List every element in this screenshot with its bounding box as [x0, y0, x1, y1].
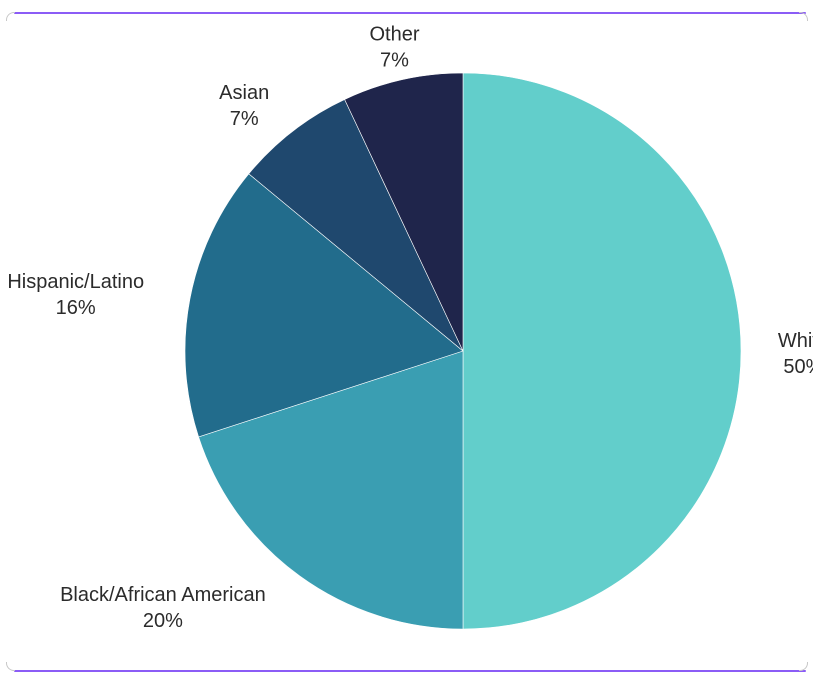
- frame-bottom-border: [14, 670, 806, 672]
- slice-value-label: 7%: [230, 108, 259, 130]
- pie-slices: [184, 72, 742, 630]
- slice-category-label: White: [778, 330, 813, 352]
- slice-value-label: 7%: [380, 49, 409, 71]
- slice-value-label: 16%: [56, 297, 96, 319]
- slice-value-label: 20%: [143, 610, 183, 632]
- pie-slice-other: [344, 72, 464, 352]
- slice-label: White 50%: [778, 330, 813, 378]
- pie-slice-white: [462, 72, 742, 630]
- pie-slice-asian: [248, 99, 464, 352]
- frame-corner: [799, 12, 808, 21]
- pie-slice-hispanic-latino: [184, 173, 464, 438]
- slice-label: Hispanic/Latino 16%: [7, 271, 144, 319]
- pie-labels: White 50% Black/African American 20% Hispani…: [7, 23, 813, 632]
- slice-category-label: Black/African American: [60, 584, 266, 606]
- frame-top-border: [14, 12, 806, 14]
- slice-label: Other 7%: [369, 23, 419, 71]
- pie-slice-black-african-american: [198, 350, 464, 630]
- slice-category-label: Asian: [219, 82, 269, 104]
- slice-category-label: Hispanic/Latino: [7, 271, 144, 293]
- slice-label: Asian 7%: [219, 82, 269, 130]
- frame-corner: [6, 662, 15, 671]
- slice-label: Black/African American 20%: [60, 584, 266, 632]
- slice-category-label: Other: [369, 23, 419, 45]
- frame-corner: [6, 12, 15, 21]
- slice-value-label: 50%: [783, 356, 813, 378]
